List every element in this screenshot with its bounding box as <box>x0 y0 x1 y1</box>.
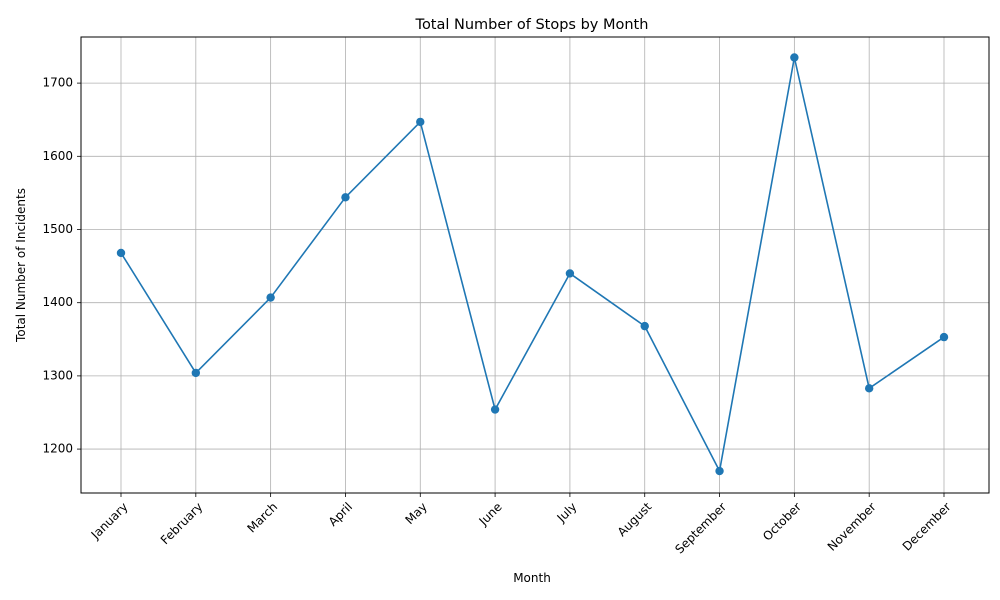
y-tick-label: 1500 <box>42 222 73 236</box>
y-axis-label: Total Number of Incidents <box>14 188 28 343</box>
y-tick-label: 1600 <box>42 149 73 163</box>
y-axis: 1200 1300 1400 1500 1600 1700 <box>42 76 81 456</box>
data-point <box>191 368 201 378</box>
data-point <box>266 293 275 302</box>
series-line <box>120 56 945 472</box>
y-tick-label: 1200 <box>42 442 73 456</box>
data-series <box>116 53 949 476</box>
y-tick-label: 1700 <box>42 76 73 90</box>
data-point <box>790 53 799 62</box>
x-axis-label: Month <box>513 571 551 585</box>
y-tick-label: 1300 <box>42 368 73 382</box>
chart-title: Total Number of Stops by Month <box>415 17 649 33</box>
plot-area-frame <box>80 36 990 494</box>
data-point <box>565 269 575 278</box>
data-point <box>640 321 649 331</box>
data-point <box>864 384 874 393</box>
data-point <box>939 332 949 342</box>
data-point <box>490 405 500 414</box>
grid-lines <box>81 37 989 493</box>
y-tick-label: 1400 <box>42 295 73 309</box>
data-point <box>341 193 350 202</box>
data-point <box>116 248 126 258</box>
data-point <box>416 117 425 127</box>
data-point <box>715 466 724 476</box>
